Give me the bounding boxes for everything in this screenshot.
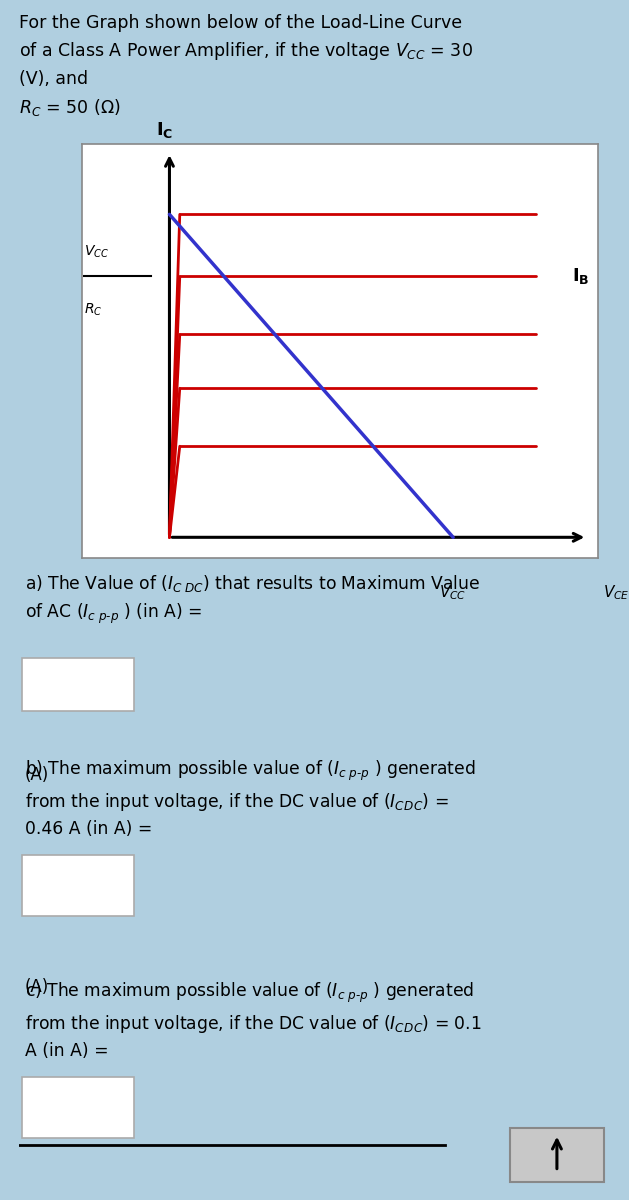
FancyBboxPatch shape (22, 658, 134, 712)
Text: $V_{CE}$: $V_{CE}$ (603, 583, 629, 601)
Text: a) The Value of ($I_{C\ DC}$) that results to Maximum Value
of AC ($I_{c\ p\text: a) The Value of ($I_{C\ DC}$) that resul… (25, 572, 480, 626)
Text: $\mathbf{I_C}$: $\mathbf{I_C}$ (155, 120, 173, 140)
Text: b) The maximum possible value of ($I_{c\ p\text{-}p}$ ) generated
from the input: b) The maximum possible value of ($I_{c\… (25, 760, 476, 839)
Text: $V_{CC}$: $V_{CC}$ (84, 244, 109, 260)
FancyBboxPatch shape (509, 1128, 604, 1182)
FancyBboxPatch shape (22, 856, 134, 916)
Text: $\mathbf{I_B}$: $\mathbf{I_B}$ (572, 266, 590, 287)
Text: For the Graph shown below of the Load-Line Curve
of a Class A Power Amplifier, i: For the Graph shown below of the Load-Li… (19, 13, 472, 118)
FancyBboxPatch shape (22, 1078, 134, 1138)
Text: $R_C$: $R_C$ (84, 301, 103, 318)
Text: c) The maximum possible value of ($I_{c\ p\text{-}p}$ ) generated
from the input: c) The maximum possible value of ($I_{c\… (25, 982, 481, 1061)
Text: (A): (A) (25, 766, 49, 784)
Text: $V_{CC}$: $V_{CC}$ (440, 583, 467, 601)
Text: (A): (A) (25, 978, 49, 996)
